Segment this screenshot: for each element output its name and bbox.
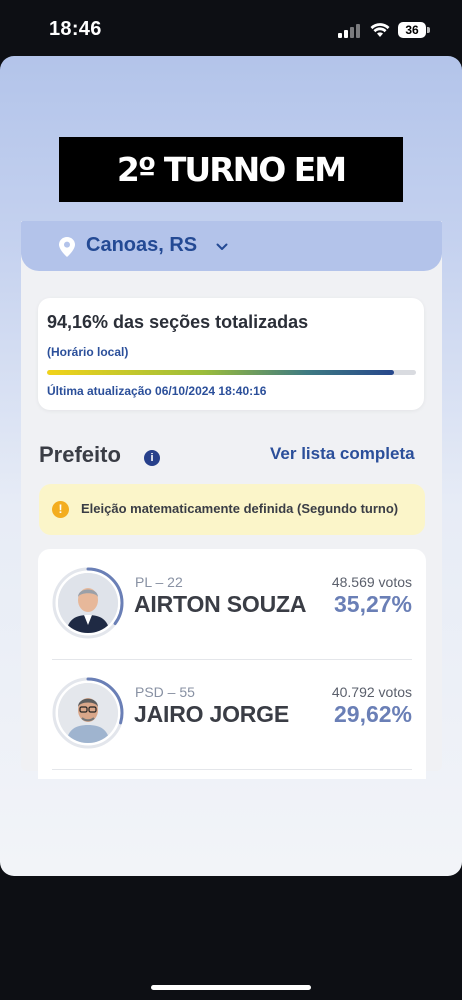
candidate-avatar <box>51 676 125 750</box>
cellular-signal-icon <box>338 24 362 38</box>
candidate-photo <box>58 573 118 633</box>
candidate-row[interactable]: PL – 22 AIRTON SOUZA 48.569 votos 35,27% <box>38 549 426 660</box>
warning-icon: ! <box>52 501 69 518</box>
candidate-party: PL – 22 <box>135 574 183 590</box>
race-title: Prefeito <box>39 442 121 467</box>
full-list-link[interactable]: Ver lista completa <box>270 444 415 463</box>
vote-share-ring <box>52 677 124 749</box>
candidates-card: PL – 22 AIRTON SOUZA 48.569 votos 35,27% <box>38 549 426 779</box>
candidate-votes: 48.569 votos <box>331 574 412 590</box>
battery-tip <box>427 27 430 33</box>
city-selector[interactable]: Canoas, RS <box>21 221 442 271</box>
chevron-down-icon <box>216 243 228 250</box>
candidate-name: AIRTON SOUZA <box>134 591 307 617</box>
results-panel: 2º TURNO EM CANOAS!!!! Canoas, RS 94,16%… <box>0 56 462 876</box>
headline-banner: 2º TURNO EM CANOAS!!!! <box>59 137 403 202</box>
candidate-row[interactable]: PSD – 55 JAIRO JORGE 40.792 votos 29,62% <box>38 659 426 770</box>
election-notice: ! Eleição matematicamente definida (Segu… <box>39 484 425 535</box>
divider <box>52 769 412 770</box>
status-bar: 18:46 36 <box>0 0 462 56</box>
wifi-icon <box>370 23 390 37</box>
city-name: Canoas, RS <box>86 234 198 256</box>
notice-text: Eleição matematicamente definida (Segund… <box>81 501 399 516</box>
candidate-name: JAIRO JORGE <box>134 701 290 727</box>
location-pin-icon <box>59 237 75 257</box>
totalization-progress-bar <box>47 370 416 375</box>
candidate-percent: 29,62% <box>333 701 412 727</box>
candidate-percent: 35,27% <box>333 591 412 617</box>
last-update-text: Última atualização 06/10/2024 18:40:16 <box>47 384 267 398</box>
local-time-label: (Horário local) <box>47 345 129 359</box>
totalization-card: 94,16% das seções totalizadas (Horário l… <box>38 298 424 410</box>
progress-fill <box>47 370 395 375</box>
vote-share-ring <box>52 567 124 639</box>
info-icon[interactable]: i <box>144 450 160 466</box>
candidate-votes: 40.792 votos <box>331 684 412 700</box>
sections-totalized: 94,16% das seções totalizadas <box>47 312 309 332</box>
divider <box>52 659 412 660</box>
headline-text: 2º TURNO EM CANOAS!!!! <box>116 150 347 189</box>
candidate-party: PSD – 55 <box>135 684 195 700</box>
candidate-avatar <box>51 566 125 640</box>
status-time: 18:46 <box>49 18 102 40</box>
candidate-photo <box>58 683 118 743</box>
home-indicator <box>151 985 311 990</box>
battery-icon: 36 <box>398 22 426 38</box>
